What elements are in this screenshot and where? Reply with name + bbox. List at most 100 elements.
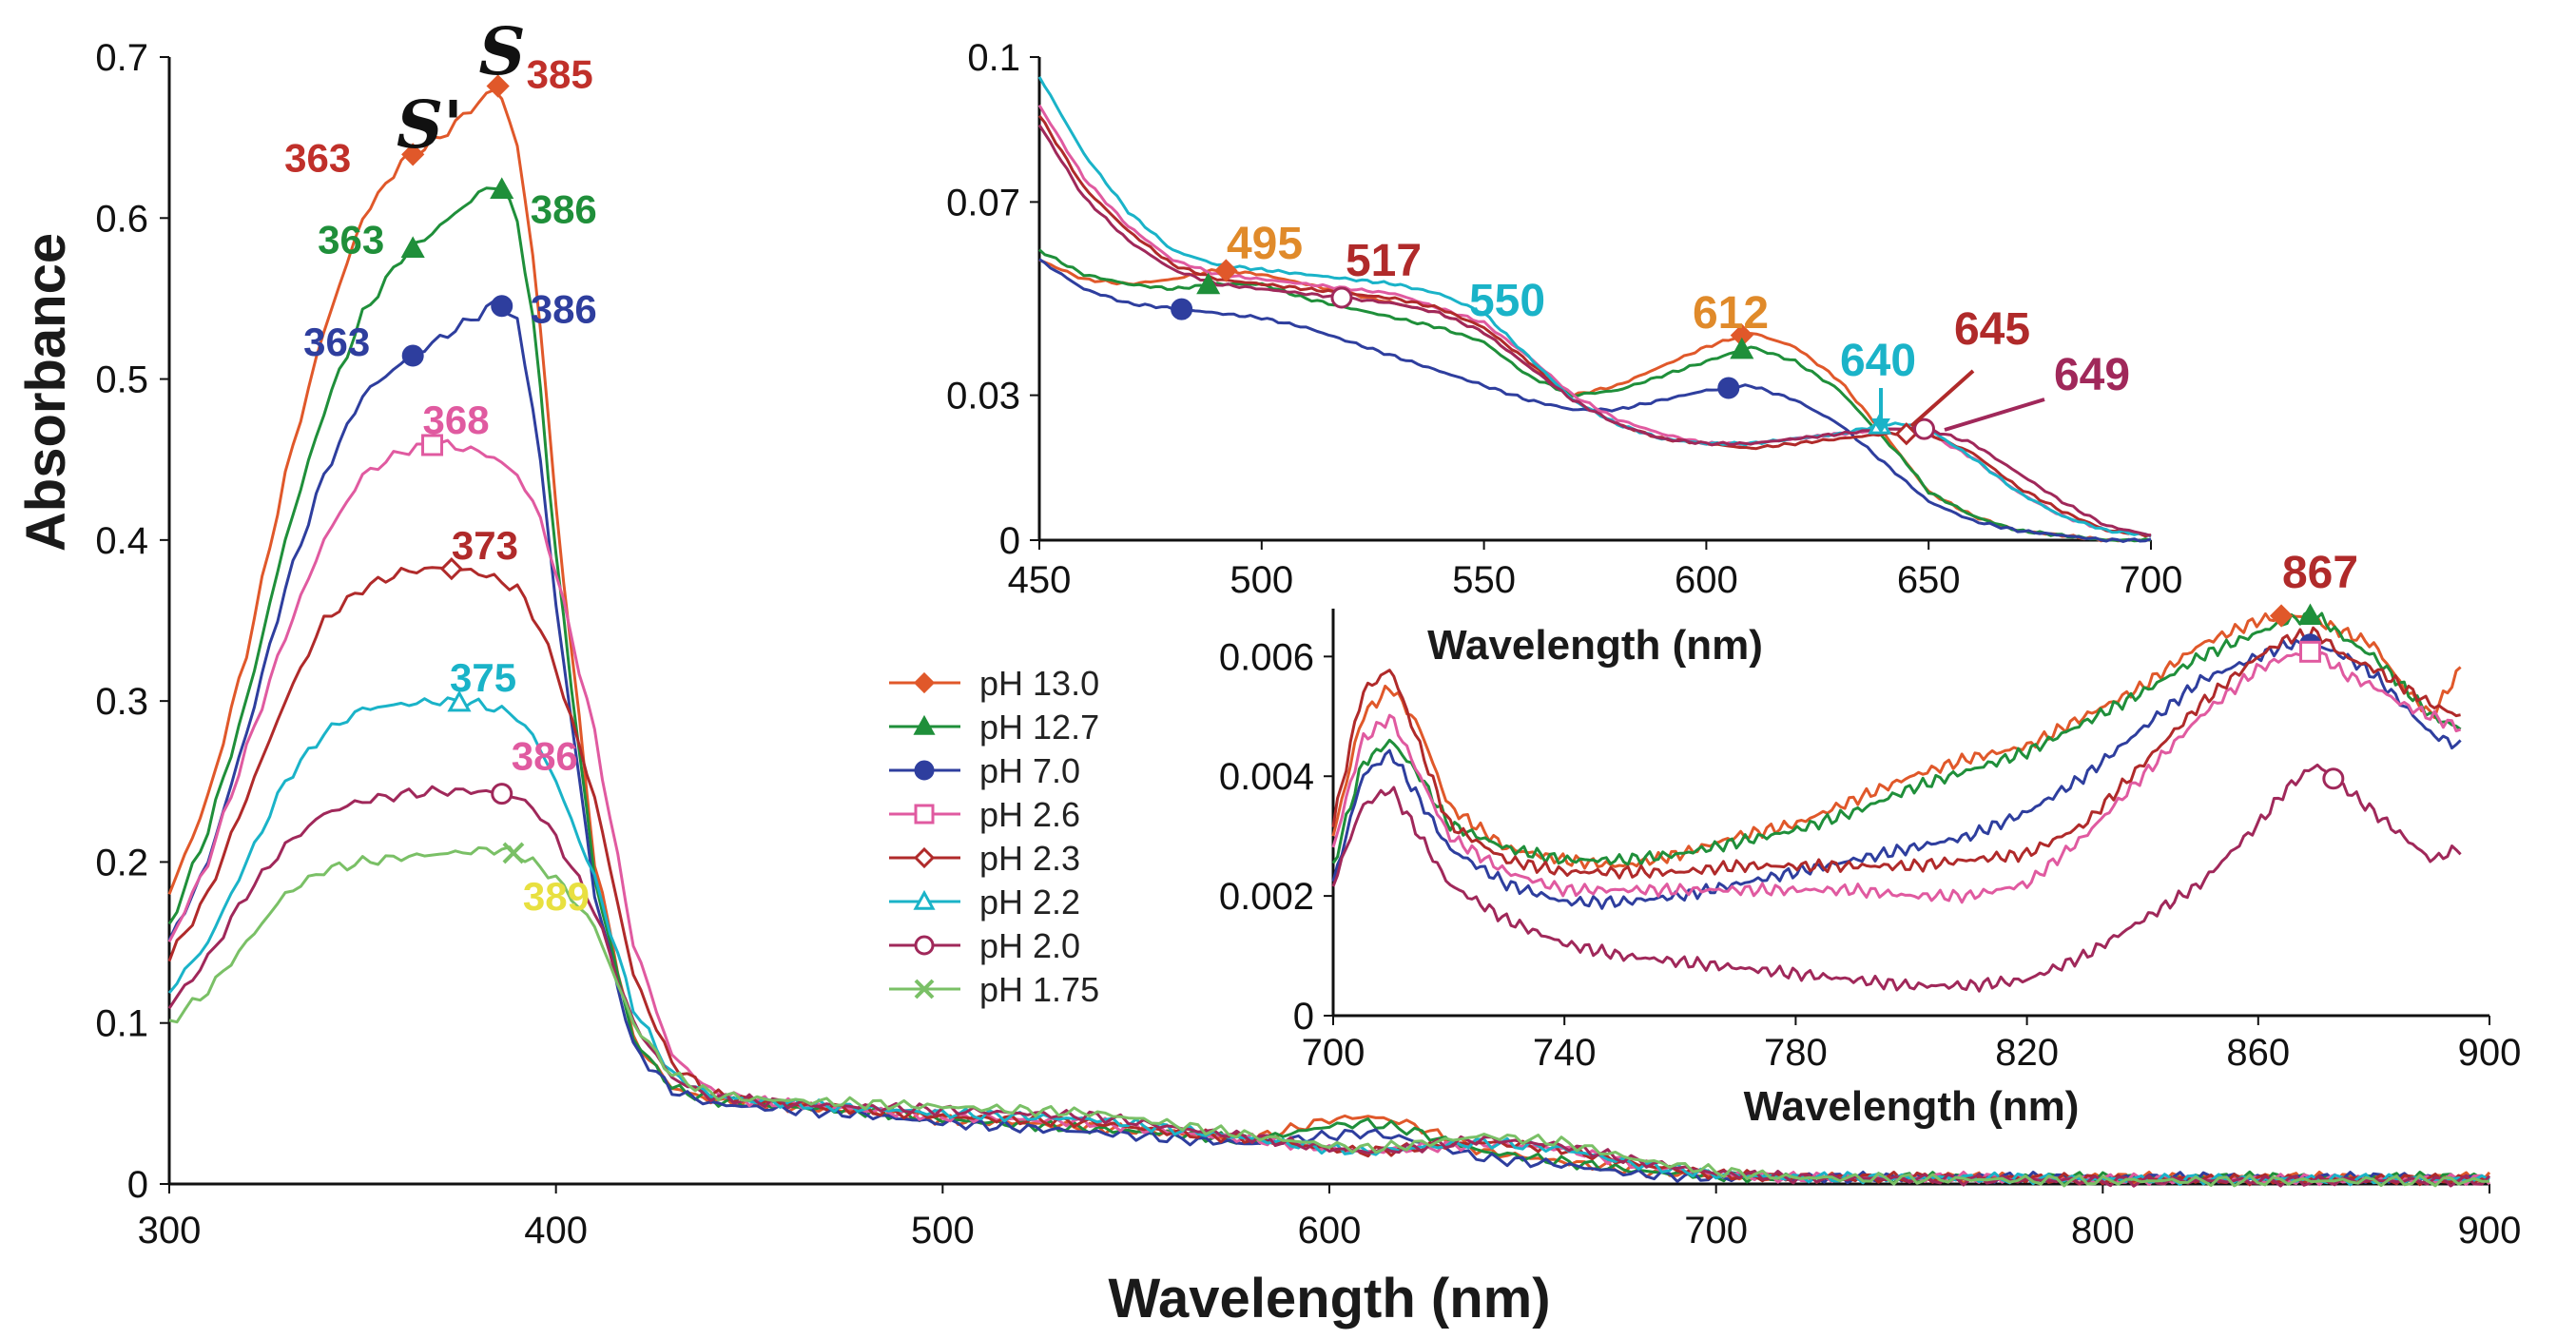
legend-label: pH 2.0 bbox=[979, 926, 1080, 965]
series-marker bbox=[1214, 259, 1238, 282]
series-marker bbox=[2299, 640, 2322, 663]
series-marker bbox=[447, 689, 472, 712]
series-marker bbox=[439, 557, 463, 581]
legend-item: pH 12.7 bbox=[889, 708, 1099, 747]
y-tick-label: 0 bbox=[999, 520, 1020, 562]
legend-item: pH 1.75 bbox=[889, 970, 1099, 1009]
series-marker bbox=[491, 295, 513, 318]
x-tick-label: 860 bbox=[2226, 1032, 2290, 1074]
series-marker bbox=[1894, 422, 1918, 446]
series-marker bbox=[401, 143, 425, 166]
x-tick-label: 700 bbox=[2120, 559, 2183, 601]
arrow-640-head bbox=[1871, 418, 1890, 434]
series-line-pH-13-0 bbox=[1331, 611, 2462, 870]
inset-visible-chart: 450 500 550 600 650 700 0 0.03 0.07 0.1 Wavelength… bbox=[946, 37, 2182, 669]
y-tick-label: 0.6 bbox=[95, 198, 148, 240]
peak-label: 495 bbox=[1227, 219, 1303, 269]
x-tick-label: 650 bbox=[1897, 559, 1961, 601]
x-axis-label: Wavelength (nm) bbox=[1108, 1268, 1550, 1329]
legend-marker bbox=[913, 671, 936, 694]
series-marker bbox=[1717, 377, 1740, 399]
legend-label: pH 13.0 bbox=[979, 664, 1099, 703]
peak-label: 640 bbox=[1840, 336, 1916, 386]
series-line-pH-2-0 bbox=[1037, 124, 2152, 537]
y-tick-label: 0.07 bbox=[946, 182, 1020, 223]
legend-label: pH 12.7 bbox=[979, 708, 1099, 747]
series-marker bbox=[502, 842, 525, 864]
legend-item: pH 2.6 bbox=[889, 795, 1080, 834]
y-tick-label: 0.03 bbox=[946, 376, 1020, 417]
series-marker bbox=[421, 434, 444, 456]
legend-label: pH 2.3 bbox=[979, 839, 1080, 878]
series-line-pH-7-0 bbox=[1331, 638, 2462, 910]
y-tick-label: 0.5 bbox=[95, 359, 148, 401]
legend-marker bbox=[913, 714, 936, 735]
y-tick-label: 0.002 bbox=[1219, 876, 1314, 918]
series-marker bbox=[1913, 417, 1936, 440]
legend-marker bbox=[914, 979, 935, 999]
legend: pH 13.0 pH 12.7 pH 7.0 pH 2.6 pH 2.3 pH 2.2 pH… bbox=[889, 664, 1099, 1009]
x-tick-label: 450 bbox=[1008, 559, 1072, 601]
series-marker bbox=[1171, 298, 1193, 320]
x-tick-label: 300 bbox=[138, 1210, 202, 1252]
band-label-s: S bbox=[478, 14, 525, 90]
x-tick-label: 900 bbox=[2458, 1210, 2522, 1252]
peak-label: 867 bbox=[2282, 548, 2358, 598]
peak-label: 363 bbox=[303, 320, 370, 364]
series-marker bbox=[490, 177, 514, 199]
y-tick-label: 0.006 bbox=[1219, 636, 1314, 678]
y-tick-label: 0.4 bbox=[95, 520, 148, 562]
x-tick-label: 500 bbox=[1230, 559, 1293, 601]
legend-marker bbox=[914, 935, 935, 956]
y-tick-label: 0.3 bbox=[95, 681, 148, 723]
x-axis-label: Wavelength (nm) bbox=[1427, 622, 1763, 669]
series-marker bbox=[401, 344, 424, 367]
y-tick-label: 0.7 bbox=[95, 37, 148, 79]
arrow-645 bbox=[1909, 369, 1975, 428]
peak-label: 373 bbox=[452, 523, 518, 568]
series-marker bbox=[1330, 286, 1353, 309]
series-marker bbox=[491, 783, 513, 805]
legend-marker bbox=[913, 846, 936, 869]
y-tick-label: 0.1 bbox=[967, 37, 1020, 79]
legend-item: pH 2.2 bbox=[889, 883, 1080, 922]
peak-label: 386 bbox=[531, 287, 597, 332]
peak-label: 386 bbox=[531, 186, 597, 231]
peak-label: 550 bbox=[1469, 276, 1545, 326]
x-tick-label: 500 bbox=[911, 1210, 975, 1252]
series-line-pH-12-7 bbox=[1331, 610, 2462, 866]
x-tick-label: 900 bbox=[2458, 1032, 2522, 1074]
peak-label: 363 bbox=[318, 217, 384, 262]
arrow-649 bbox=[1944, 398, 2045, 432]
peak-label: 645 bbox=[1954, 304, 2030, 355]
series-line-pH-2-0 bbox=[1331, 763, 2462, 993]
legend-item: pH 2.0 bbox=[889, 926, 1080, 965]
peak-label: 649 bbox=[2054, 350, 2130, 400]
series-line-pH-2-6 bbox=[1331, 647, 2462, 904]
x-tick-label: 700 bbox=[1684, 1210, 1748, 1252]
peak-label: 363 bbox=[284, 135, 351, 180]
y-tick-label: 0 bbox=[1293, 996, 1314, 1038]
x-tick-label: 800 bbox=[2071, 1210, 2135, 1252]
legend-label: pH 1.75 bbox=[979, 970, 1099, 1009]
x-tick-label: 820 bbox=[1995, 1032, 2059, 1074]
series-marker bbox=[400, 236, 425, 258]
series-line-pH-2-0 bbox=[167, 785, 2491, 1188]
legend-marker bbox=[913, 889, 936, 910]
peak-label: 386 bbox=[512, 734, 578, 779]
series-marker bbox=[2322, 767, 2345, 790]
y-tick-label: 0 bbox=[127, 1164, 148, 1206]
y-tick-label: 0.004 bbox=[1219, 756, 1314, 798]
series-marker bbox=[2269, 604, 2294, 628]
peak-label: 385 bbox=[527, 51, 593, 96]
y-axis-label: Absorbance bbox=[15, 233, 77, 552]
x-tick-label: 550 bbox=[1452, 559, 1516, 601]
inset-nir-chart: 700 740 780 820 860 900 0 0.002 0.004 0.006 Wavele… bbox=[1219, 548, 2521, 1130]
series-line-pH-12-7 bbox=[167, 186, 2490, 1185]
legend-label: pH 2.2 bbox=[979, 883, 1080, 922]
peak-label: 389 bbox=[523, 874, 590, 919]
legend-item: pH 7.0 bbox=[889, 751, 1080, 790]
legend-item: pH 13.0 bbox=[889, 664, 1099, 703]
x-tick-label: 400 bbox=[524, 1210, 588, 1252]
